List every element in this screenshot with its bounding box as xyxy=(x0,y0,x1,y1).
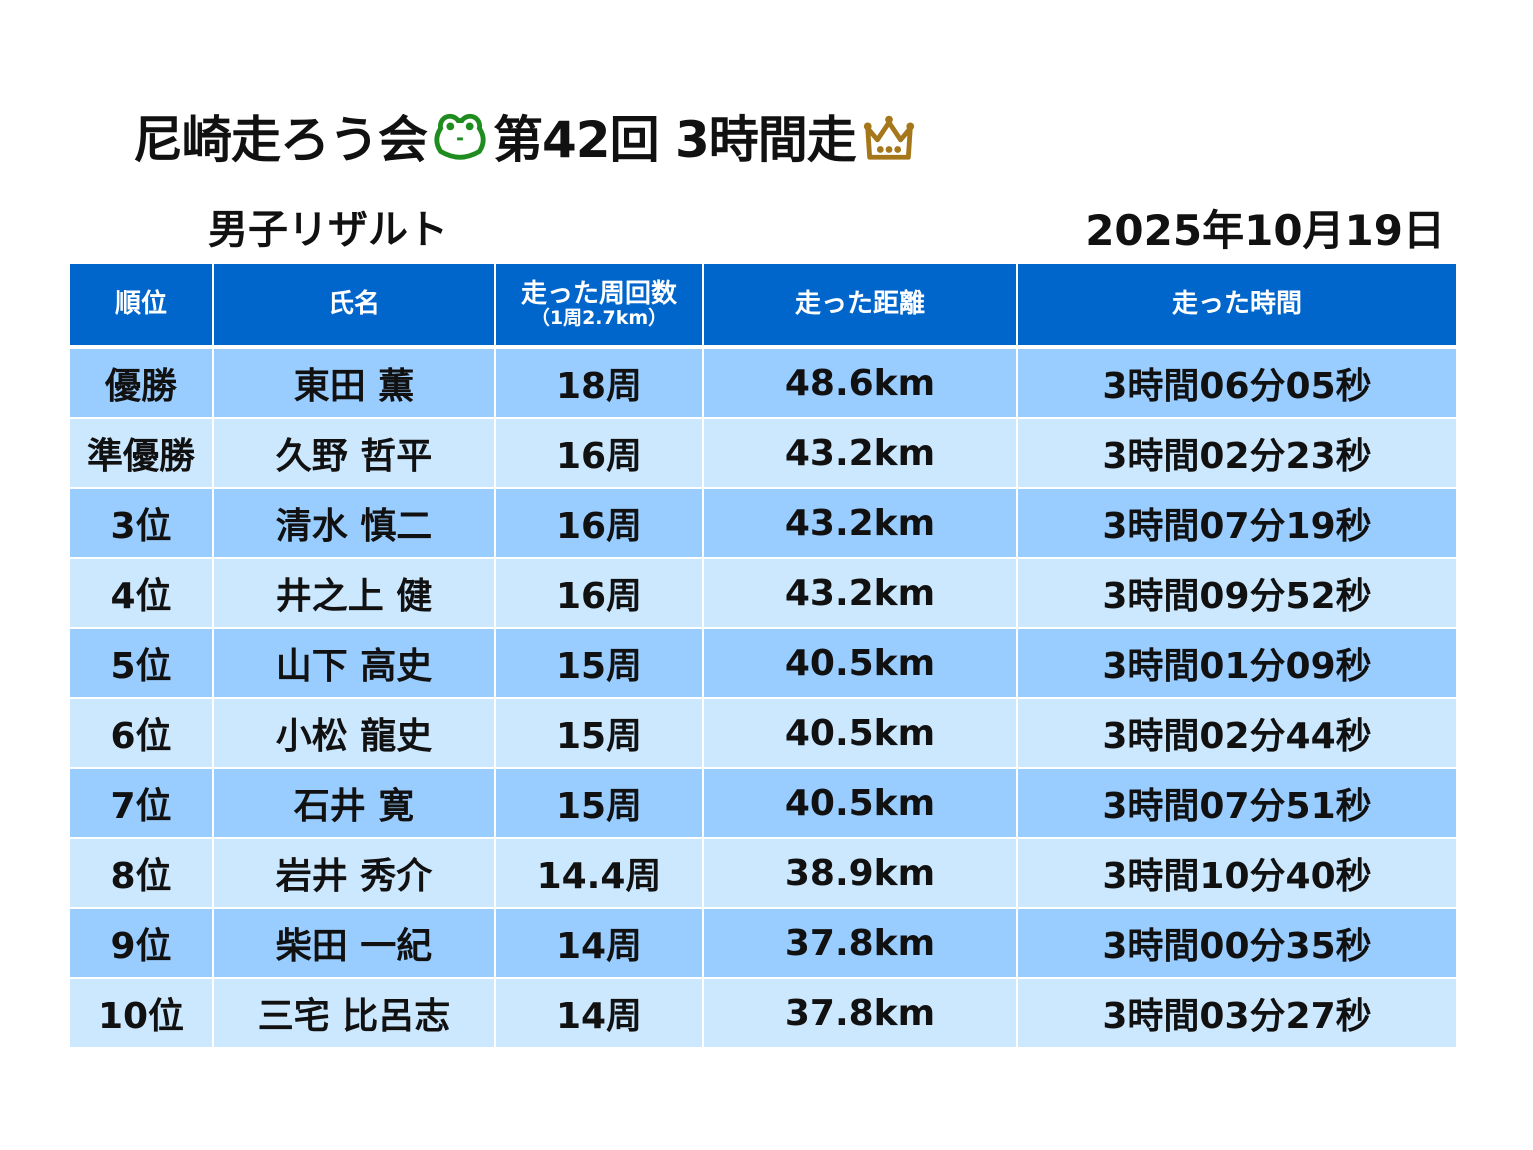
cell-time: 3時間06分05秒 xyxy=(1018,347,1456,417)
header-laps: 走った周回数 （1周2.7km） xyxy=(496,264,702,345)
header-distance: 走った距離 xyxy=(704,264,1016,345)
page-title: 尼崎走ろう会 第42回 3時間走 xyxy=(133,100,922,172)
cell-time: 3時間01分09秒 xyxy=(1018,629,1456,697)
table-row: 7位 石井 寛 15周 40.5km 3時間07分51秒 xyxy=(70,769,1456,837)
subtitle: 男子リザルト xyxy=(208,207,448,253)
cell-name: 小松 龍史 xyxy=(214,699,494,767)
cell-rank: 8位 xyxy=(70,839,212,907)
header-time: 走った時間 xyxy=(1018,264,1456,345)
cell-name: 山下 高史 xyxy=(214,629,494,697)
cell-laps: 18周 xyxy=(496,347,702,417)
cell-time: 3時間07分51秒 xyxy=(1018,769,1456,837)
table-row: 10位 三宅 比呂志 14周 37.8km 3時間03分27秒 xyxy=(70,979,1456,1047)
header-name: 氏名 xyxy=(214,264,494,345)
cell-laps: 14.4周 xyxy=(496,839,702,907)
table-row: 4位 井之上 健 16周 43.2km 3時間09分52秒 xyxy=(70,559,1456,627)
title-club: 尼崎走ろう会 xyxy=(133,111,428,169)
title-event: 第42回 3時間走 xyxy=(493,111,857,169)
cell-name: 井之上 健 xyxy=(214,559,494,627)
cell-time: 3時間03分27秒 xyxy=(1018,979,1456,1047)
cell-laps: 16周 xyxy=(496,489,702,557)
table-row: 8位 岩井 秀介 14.4周 38.9km 3時間10分40秒 xyxy=(70,839,1456,907)
cell-laps: 15周 xyxy=(496,699,702,767)
cell-distance: 40.5km xyxy=(704,699,1016,767)
header-rank: 順位 xyxy=(70,264,212,345)
cell-time: 3時間10分40秒 xyxy=(1018,839,1456,907)
cell-rank: 準優勝 xyxy=(70,419,212,487)
cell-distance: 40.5km xyxy=(704,769,1016,837)
cell-distance: 37.8km xyxy=(704,979,1016,1047)
cell-name: 久野 哲平 xyxy=(214,419,494,487)
cell-time: 3時間02分44秒 xyxy=(1018,699,1456,767)
cell-name: 石井 寛 xyxy=(214,769,494,837)
table-row: 3位 清水 慎二 16周 43.2km 3時間07分19秒 xyxy=(70,489,1456,557)
cell-laps: 16周 xyxy=(496,559,702,627)
cell-name: 三宅 比呂志 xyxy=(214,979,494,1047)
crown-icon xyxy=(860,107,918,165)
cell-rank: 10位 xyxy=(70,979,212,1047)
cell-rank: 5位 xyxy=(70,629,212,697)
cell-distance: 38.9km xyxy=(704,839,1016,907)
cell-distance: 37.8km xyxy=(704,909,1016,977)
cell-distance: 40.5km xyxy=(704,629,1016,697)
cell-name: 岩井 秀介 xyxy=(214,839,494,907)
table-row: 9位 柴田 一紀 14周 37.8km 3時間00分35秒 xyxy=(70,909,1456,977)
cell-distance: 43.2km xyxy=(704,419,1016,487)
header-laps-label: 走った周回数 xyxy=(520,278,677,309)
cell-distance: 48.6km xyxy=(704,347,1016,417)
table-row: 優勝 東田 薫 18周 48.6km 3時間06分05秒 xyxy=(70,347,1456,417)
table-row: 5位 山下 高史 15周 40.5km 3時間01分09秒 xyxy=(70,629,1456,697)
table-row: 準優勝 久野 哲平 16周 43.2km 3時間02分23秒 xyxy=(70,419,1456,487)
cell-laps: 16周 xyxy=(496,419,702,487)
table-row: 6位 小松 龍史 15周 40.5km 3時間02分44秒 xyxy=(70,699,1456,767)
cell-rank: 4位 xyxy=(70,559,212,627)
cell-time: 3時間02分23秒 xyxy=(1018,419,1456,487)
cell-distance: 43.2km xyxy=(704,489,1016,557)
cell-laps: 14周 xyxy=(496,909,702,977)
cell-laps: 15周 xyxy=(496,629,702,697)
cell-name: 柴田 一紀 xyxy=(214,909,494,977)
results-table: 順位 氏名 走った周回数 （1周2.7km） 走った距離 走った時間 優勝 東田 薫… xyxy=(68,262,1458,1049)
cell-laps: 15周 xyxy=(496,769,702,837)
cell-time: 3時間07分19秒 xyxy=(1018,489,1456,557)
cell-rank: 3位 xyxy=(70,489,212,557)
cell-rank: 9位 xyxy=(70,909,212,977)
cell-time: 3時間00分35秒 xyxy=(1018,909,1456,977)
cell-time: 3時間09分52秒 xyxy=(1018,559,1456,627)
cell-laps: 14周 xyxy=(496,979,702,1047)
cell-rank: 6位 xyxy=(70,699,212,767)
cell-rank: 優勝 xyxy=(70,347,212,417)
frog-icon xyxy=(431,107,489,165)
table-header: 順位 氏名 走った周回数 （1周2.7km） 走った距離 走った時間 xyxy=(70,264,1456,345)
cell-name: 清水 慎二 xyxy=(214,489,494,557)
header-laps-note: （1周2.7km） xyxy=(530,307,668,330)
cell-rank: 7位 xyxy=(70,769,212,837)
cell-distance: 43.2km xyxy=(704,559,1016,627)
event-date: 2025年10月19日 xyxy=(1085,206,1445,255)
cell-name: 東田 薫 xyxy=(214,347,494,417)
